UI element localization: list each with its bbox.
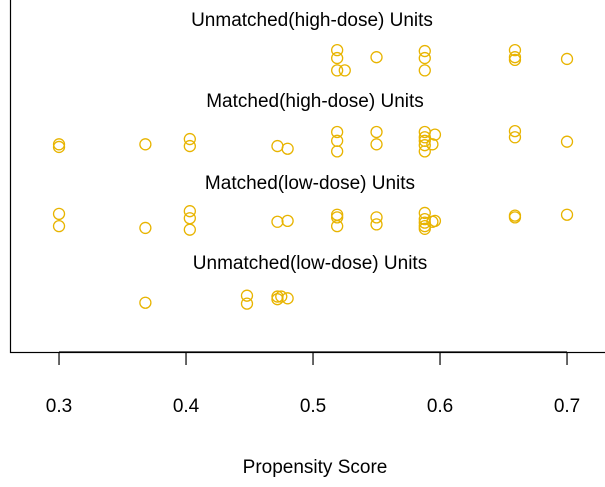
point xyxy=(338,64,351,77)
point xyxy=(418,145,431,158)
point xyxy=(139,138,152,151)
point xyxy=(508,51,522,64)
point xyxy=(418,64,431,77)
point xyxy=(508,131,522,144)
point xyxy=(331,145,344,158)
point xyxy=(331,51,344,65)
x-axis-label: Propensity Score xyxy=(243,457,388,478)
point xyxy=(183,139,196,153)
group-label: Unmatched(high-dose) Units xyxy=(191,10,433,31)
point xyxy=(271,293,284,306)
point xyxy=(370,51,383,64)
point xyxy=(418,139,431,152)
point xyxy=(370,218,383,231)
point xyxy=(370,211,383,224)
x-tick-label: 0.4 xyxy=(173,396,200,417)
point xyxy=(331,125,344,139)
point xyxy=(418,222,431,235)
x-tick-label: 0.6 xyxy=(427,396,453,417)
point xyxy=(52,220,66,233)
point xyxy=(331,44,344,57)
group-label: Matched(low-dose) Units xyxy=(205,173,415,194)
point xyxy=(281,292,294,305)
point xyxy=(139,221,152,235)
point xyxy=(331,64,344,77)
point xyxy=(240,289,254,302)
point xyxy=(183,223,196,236)
point xyxy=(139,296,152,309)
point xyxy=(331,220,344,233)
point xyxy=(52,138,66,151)
point xyxy=(418,44,431,58)
point xyxy=(183,132,196,146)
point xyxy=(370,138,383,151)
point xyxy=(183,205,196,218)
point xyxy=(331,208,344,221)
group-label: Unmatched(low-dose) Units xyxy=(193,253,427,274)
point xyxy=(281,214,294,228)
point xyxy=(52,207,66,220)
point xyxy=(331,211,344,224)
point xyxy=(560,208,574,221)
point xyxy=(281,142,294,155)
point xyxy=(508,44,522,57)
point xyxy=(508,124,522,138)
point xyxy=(418,206,431,220)
point xyxy=(508,211,522,224)
x-tick-label: 0.7 xyxy=(554,396,580,417)
point xyxy=(271,139,284,153)
point xyxy=(275,290,288,303)
point xyxy=(560,52,574,66)
x-tick-label: 0.5 xyxy=(300,396,326,417)
point xyxy=(370,125,383,139)
point xyxy=(271,215,284,228)
point xyxy=(418,51,431,65)
point xyxy=(560,135,574,148)
point xyxy=(428,214,442,228)
point xyxy=(183,212,196,225)
x-tick-label: 0.3 xyxy=(46,396,72,417)
point xyxy=(428,128,442,141)
group-label: Matched(high-dose) Units xyxy=(206,91,424,112)
point xyxy=(240,297,254,310)
point xyxy=(508,53,522,66)
point xyxy=(52,140,66,154)
